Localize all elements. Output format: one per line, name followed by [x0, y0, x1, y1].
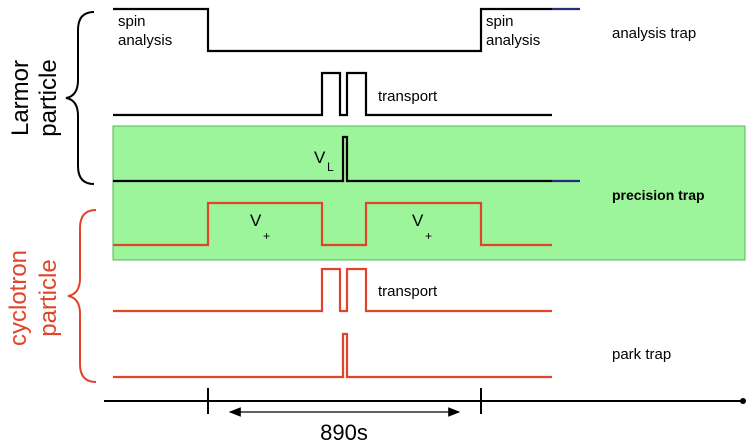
larmor-group-label-line1: Larmor	[7, 60, 34, 136]
vl-subscript: L	[327, 160, 334, 174]
time-axis-end-dot	[740, 398, 746, 404]
cyclotron-brace	[67, 209, 97, 383]
duration-label: 890s	[320, 420, 368, 444]
analysis-trap-label: analysis trap	[612, 25, 696, 42]
spin-analysis-left-line1: spin	[118, 13, 146, 30]
spin-analysis-left-line2: analysis	[118, 32, 172, 49]
cyclotron-vplus-trace	[113, 201, 552, 247]
larmor-group-label-line2: particle	[35, 59, 62, 136]
analysis-trap-trace	[113, 7, 552, 53]
vplus-left-subscript: +	[263, 229, 270, 243]
spin-analysis-right-line2: analysis	[486, 32, 540, 49]
park-trap-label: park trap	[612, 346, 671, 363]
larmor-transport-trace	[113, 71, 552, 117]
vplus-left-symbol: V	[250, 211, 262, 230]
cyclotron-transport-trace	[113, 267, 552, 313]
transport-label-larmor: transport	[378, 88, 438, 105]
spin-analysis-right-line1: spin	[486, 13, 514, 30]
precision-trap-band	[112, 125, 746, 261]
vplus-right-symbol: V	[412, 211, 424, 230]
cyclotron-group-label-line1: cyclotron	[5, 250, 32, 346]
vplus-right-subscript: +	[425, 229, 432, 243]
precision-trap-label: precision trap	[612, 187, 705, 203]
cyclotron-group-label-line2: particle	[35, 259, 62, 336]
park-trap-trace	[113, 332, 552, 379]
vl-symbol: V	[314, 148, 326, 167]
transport-label-cyclotron: transport	[378, 283, 438, 300]
larmor-vl-trace	[113, 135, 552, 183]
larmor-brace	[65, 11, 95, 185]
